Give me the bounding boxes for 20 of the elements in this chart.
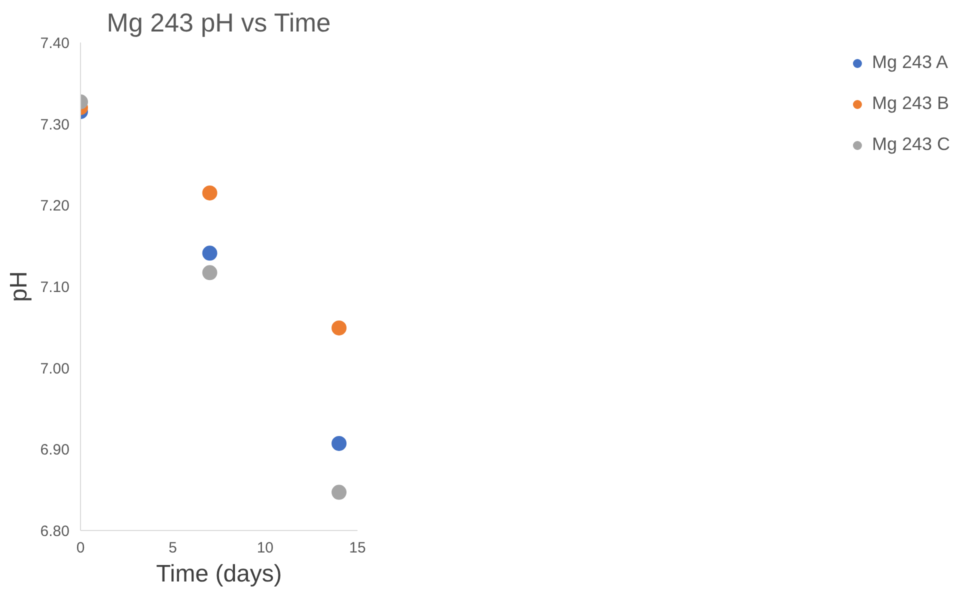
y-tick-label: 6.80 (40, 523, 70, 540)
y-tick-label: 7.30 (40, 116, 70, 134)
x-tick-label: 5 (168, 540, 178, 556)
x-axis-title: Time (days) (156, 560, 282, 588)
y-tick-label: 7.00 (40, 360, 70, 378)
x-tick-label: 10 (256, 540, 274, 556)
point (332, 320, 347, 336)
legend-label: Mg 243 C (872, 134, 950, 155)
x-tick-label: 15 (349, 540, 366, 556)
y-tick-label: 7.10 (40, 279, 70, 296)
point (332, 436, 347, 451)
legend-label: Mg 243 A (872, 52, 948, 73)
y-tick-label: 7.20 (40, 198, 70, 215)
chart-title: Mg 243 pH vs Time (106, 8, 331, 38)
y-tick-label: 7.40 (40, 35, 70, 52)
x-tick-label: 0 (76, 540, 85, 556)
legend-label: Mg 243 B (872, 93, 949, 114)
y-tick-label: 6.90 (40, 442, 70, 459)
y-axis-title: pH (5, 271, 32, 302)
point (332, 484, 347, 500)
